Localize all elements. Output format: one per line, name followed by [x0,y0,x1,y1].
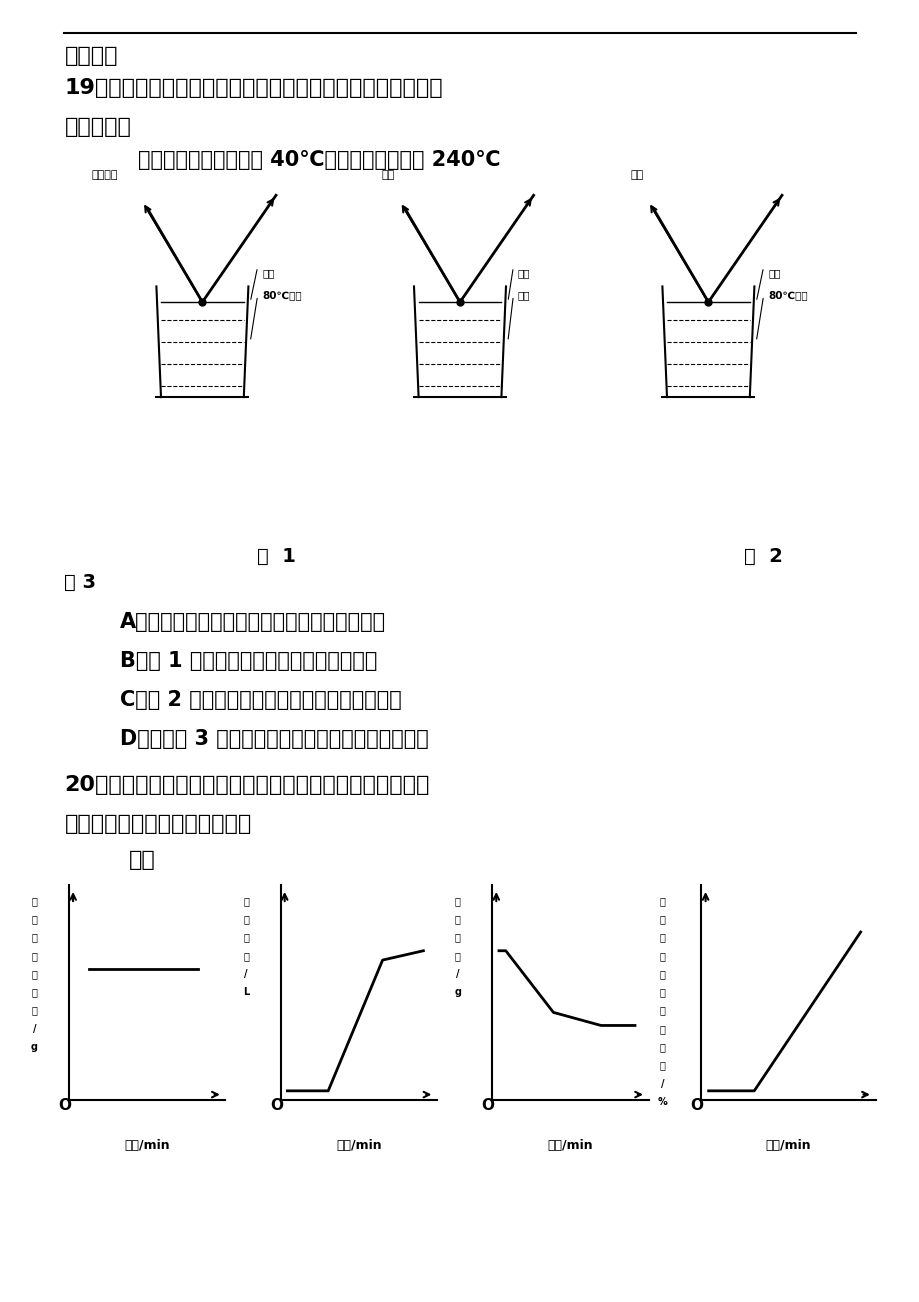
Text: B．图 1 白磷未燃烧是由于没有与氧气接触: B．图 1 白磷未燃烧是由于没有与氧气接触 [119,651,377,671]
Text: 时间/min: 时间/min [547,1139,593,1152]
Text: /: / [456,969,460,979]
Text: 时间/min: 时间/min [124,1139,170,1152]
Text: /: / [244,969,248,979]
Text: 已知：白磷的着火点为 40℃，红磷的着火点为 240℃: 已知：白磷的着火点为 40℃，红磷的着火点为 240℃ [138,150,500,169]
Text: 锰: 锰 [659,1005,664,1016]
Text: 80℃热水: 80℃热水 [767,290,807,301]
Text: /: / [660,1078,664,1088]
Text: O: O [59,1099,72,1113]
Text: 元: 元 [659,1023,664,1034]
Text: 各种灯具: 各种灯具 [64,46,118,65]
Text: 二: 二 [31,896,38,906]
Text: 二氧化碳: 二氧化碳 [92,169,119,180]
Text: 白磷: 白磷 [517,268,530,279]
Text: 白磷: 白磷 [262,268,275,279]
Text: 分: 分 [659,987,664,997]
Text: 空气: 空气 [381,169,394,180]
Text: L: L [243,987,249,997]
Text: 时间/min: 时间/min [335,1139,381,1152]
Text: /: / [33,1023,37,1034]
Text: 图  2: 图 2 [743,547,782,566]
Text: 化: 化 [31,932,38,943]
Text: O: O [689,1099,702,1113]
Text: D．若将图 3 中白磷换成红磷，也能观察到燃烧现象: D．若将图 3 中白磷换成红磷，也能观察到燃烧现象 [119,729,428,749]
Text: 20．下列图象表示一定质量的高锰酸钾固体受热过程中某些: 20．下列图象表示一定质量的高锰酸钾固体受热过程中某些 [64,775,429,794]
Text: 空气: 空气 [630,169,642,180]
Text: 固: 固 [659,896,664,906]
Text: 时间/min: 时间/min [765,1139,811,1152]
Text: A．此组实验烧杯中的热水只起提高温度的作用: A．此组实验烧杯中的热水只起提高温度的作用 [119,612,385,631]
Text: 积: 积 [243,950,249,961]
Text: 图 3: 图 3 [64,573,96,592]
Text: 80℃热水: 80℃热水 [262,290,301,301]
Text: 的是: 的是 [129,850,155,870]
Text: 体: 体 [243,932,249,943]
Text: 质: 质 [454,932,460,943]
Text: 量随时间的变化趋势，其中正确: 量随时间的变化趋势，其中正确 [64,814,252,833]
Text: 素: 素 [659,1060,664,1070]
Text: 质: 质 [31,987,38,997]
Text: 体: 体 [454,914,460,924]
Text: g: g [454,987,460,997]
Text: g: g [31,1042,38,1052]
Text: 锰: 锰 [31,950,38,961]
Text: 数: 数 [659,1042,664,1052]
Text: 氧: 氧 [31,914,38,924]
Text: 不正确的是: 不正确的是 [64,117,131,137]
Text: 固: 固 [454,896,460,906]
Text: 量: 量 [31,1005,38,1016]
Text: 体: 体 [659,932,664,943]
Text: 气: 气 [243,914,249,924]
Text: 质: 质 [659,950,664,961]
Text: 19．下图所示的一组实验可用于研究燃烧条件。下列说法中，: 19．下图所示的一组实验可用于研究燃烧条件。下列说法中， [64,78,443,98]
Text: 的: 的 [31,969,38,979]
Text: C．图 2 白磷未燃烧是由于温度没有达到着火点: C．图 2 白磷未燃烧是由于温度没有达到着火点 [119,690,401,710]
Text: %: % [657,1098,666,1107]
Text: 白磷: 白磷 [767,268,780,279]
Text: 量: 量 [454,950,460,961]
Text: 的: 的 [659,914,664,924]
Text: 图  1: 图 1 [256,547,295,566]
Text: 量: 量 [659,969,664,979]
Text: 氧: 氧 [243,896,249,906]
Text: O: O [270,1099,283,1113]
Text: O: O [482,1099,494,1113]
Text: 冰水: 冰水 [517,290,530,301]
